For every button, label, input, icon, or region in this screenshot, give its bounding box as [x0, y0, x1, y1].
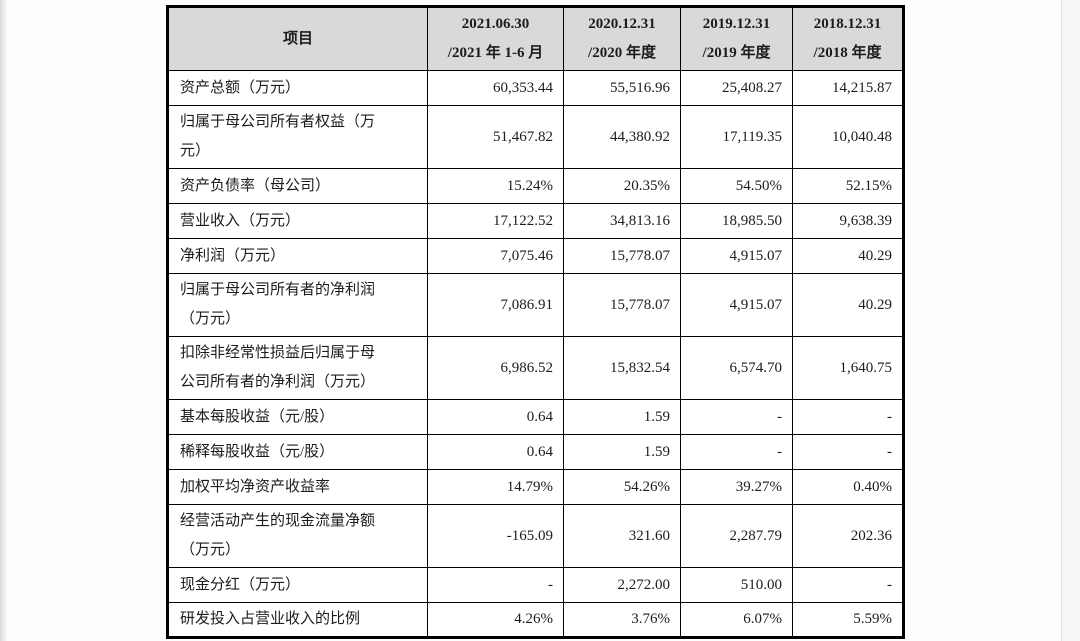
row-value: 51,467.82	[427, 105, 564, 169]
row-label: 资产负债率（母公司）	[167, 168, 428, 204]
row-value: 1,640.75	[792, 336, 904, 400]
row-value: 321.60	[563, 504, 681, 568]
row-value: 17,122.52	[427, 203, 564, 239]
row-value: 44,380.92	[563, 105, 681, 169]
row-value: 60,353.44	[427, 70, 564, 106]
row-value: -	[680, 434, 793, 470]
row-value: 6,574.70	[680, 336, 793, 400]
table-row: 资产总额（万元） 60,353.44 55,516.96 25,408.27 14,21…	[167, 70, 904, 106]
header-cell-2021: 2021.06.30 /2021 年 1-6 月	[427, 6, 564, 71]
row-value: 18,985.50	[680, 203, 793, 239]
row-value: 20.35%	[563, 168, 681, 204]
row-value: 4.26%	[427, 602, 564, 638]
row-label: 净利润（万元）	[167, 238, 428, 274]
row-value: -165.09	[427, 504, 564, 568]
header-cell-item: 项目	[167, 6, 428, 71]
row-value: -	[792, 399, 904, 435]
header-cell-2020: 2020.12.31 /2020 年度	[563, 6, 681, 71]
row-value: 40.29	[792, 273, 904, 337]
row-label: 资产总额（万元）	[167, 70, 428, 106]
table-header: 项目 2021.06.30 /2021 年 1-6 月 2020.12.31 /…	[167, 6, 904, 71]
row-value: 10,040.48	[792, 105, 904, 169]
row-label: 研发投入占营业收入的比例	[167, 602, 428, 638]
row-value: 40.29	[792, 238, 904, 274]
row-value: 15.24%	[427, 168, 564, 204]
row-value: -	[792, 434, 904, 470]
row-value: 15,778.07	[563, 238, 681, 274]
row-value: 510.00	[680, 567, 793, 603]
row-value: -	[427, 567, 564, 603]
row-value: 55,516.96	[563, 70, 681, 106]
row-value: -	[792, 567, 904, 603]
table-row: 归属于母公司所有者的净利润 （万元） 7,086.91 15,778.07 4,915…	[167, 273, 904, 337]
row-value: 2,272.00	[563, 567, 681, 603]
row-value: 1.59	[563, 434, 681, 470]
table-row: 研发投入占营业收入的比例 4.26% 3.76% 6.07% 5.59%	[167, 602, 904, 638]
table-row: 归属于母公司所有者权益（万 元） 51,467.82 44,380.92 17,119…	[167, 105, 904, 169]
row-value: 1.59	[563, 399, 681, 435]
row-value: 52.15%	[792, 168, 904, 204]
row-value: 9,638.39	[792, 203, 904, 239]
row-value: 6.07%	[680, 602, 793, 638]
table-row: 营业收入（万元） 17,122.52 34,813.16 18,985.50 9,638…	[167, 203, 904, 239]
row-value: 4,915.07	[680, 273, 793, 337]
row-value: 202.36	[792, 504, 904, 568]
table-row: 现金分红（万元） -2,272.00 510.00-	[167, 567, 904, 603]
row-label: 稀释每股收益（元/股）	[167, 434, 428, 470]
row-value: 17,119.35	[680, 105, 793, 169]
row-value: -	[680, 399, 793, 435]
row-value: 0.64	[427, 399, 564, 435]
row-value: 14.79%	[427, 469, 564, 505]
table-row: 资产负债率（母公司） 15.24% 20.35% 54.50% 52.15%	[167, 168, 904, 204]
row-value: 39.27%	[680, 469, 793, 505]
row-value: 34,813.16	[563, 203, 681, 239]
row-label: 扣除非经常性损益后归属于母 公司所有者的净利润（万元）	[167, 336, 428, 400]
header-cell-2019: 2019.12.31 /2019 年度	[680, 6, 793, 71]
row-value: 0.40%	[792, 469, 904, 505]
row-value: 4,915.07	[680, 238, 793, 274]
header-row: 项目 2021.06.30 /2021 年 1-6 月 2020.12.31 /…	[167, 6, 904, 71]
row-value: 7,075.46	[427, 238, 564, 274]
table-row: 加权平均净资产收益率 14.79% 54.26% 39.27% 0.40%	[167, 469, 904, 505]
row-value: 25,408.27	[680, 70, 793, 106]
row-value: 0.64	[427, 434, 564, 470]
row-label: 加权平均净资产收益率	[167, 469, 428, 505]
row-value: 14,215.87	[792, 70, 904, 106]
row-value: 5.59%	[792, 602, 904, 638]
row-label: 归属于母公司所有者的净利润 （万元）	[167, 273, 428, 337]
table-body: 资产总额（万元） 60,353.44 55,516.96 25,408.27 14,21…	[167, 70, 904, 638]
table-row: 经营活动产生的现金流量净额 （万元） -165.09 321.60 2,287.79 2…	[167, 504, 904, 568]
financial-summary-table: 项目 2021.06.30 /2021 年 1-6 月 2020.12.31 /…	[166, 5, 905, 639]
row-label: 营业收入（万元）	[167, 203, 428, 239]
row-value: 6,986.52	[427, 336, 564, 400]
page-edge-left	[0, 0, 8, 641]
row-label: 经营活动产生的现金流量净额 （万元）	[167, 504, 428, 568]
row-label: 基本每股收益（元/股）	[167, 399, 428, 435]
row-value: 54.26%	[563, 469, 681, 505]
table-row: 扣除非经常性损益后归属于母 公司所有者的净利润（万元） 6,986.52 15,83…	[167, 336, 904, 400]
row-label: 归属于母公司所有者权益（万 元）	[167, 105, 428, 169]
header-cell-2018: 2018.12.31 /2018 年度	[792, 6, 904, 71]
row-label: 现金分红（万元）	[167, 567, 428, 603]
table-row: 稀释每股收益（元/股） 0.64 1.59- -	[167, 434, 904, 470]
table-row: 净利润（万元） 7,075.46 15,778.07 4,915.07 40.29	[167, 238, 904, 274]
row-value: 7,086.91	[427, 273, 564, 337]
row-value: 15,832.54	[563, 336, 681, 400]
row-value: 54.50%	[680, 168, 793, 204]
row-value: 15,778.07	[563, 273, 681, 337]
page-edge-right	[1061, 0, 1080, 641]
row-value: 3.76%	[563, 602, 681, 638]
row-value: 2,287.79	[680, 504, 793, 568]
table-row: 基本每股收益（元/股） 0.64 1.59- -	[167, 399, 904, 435]
